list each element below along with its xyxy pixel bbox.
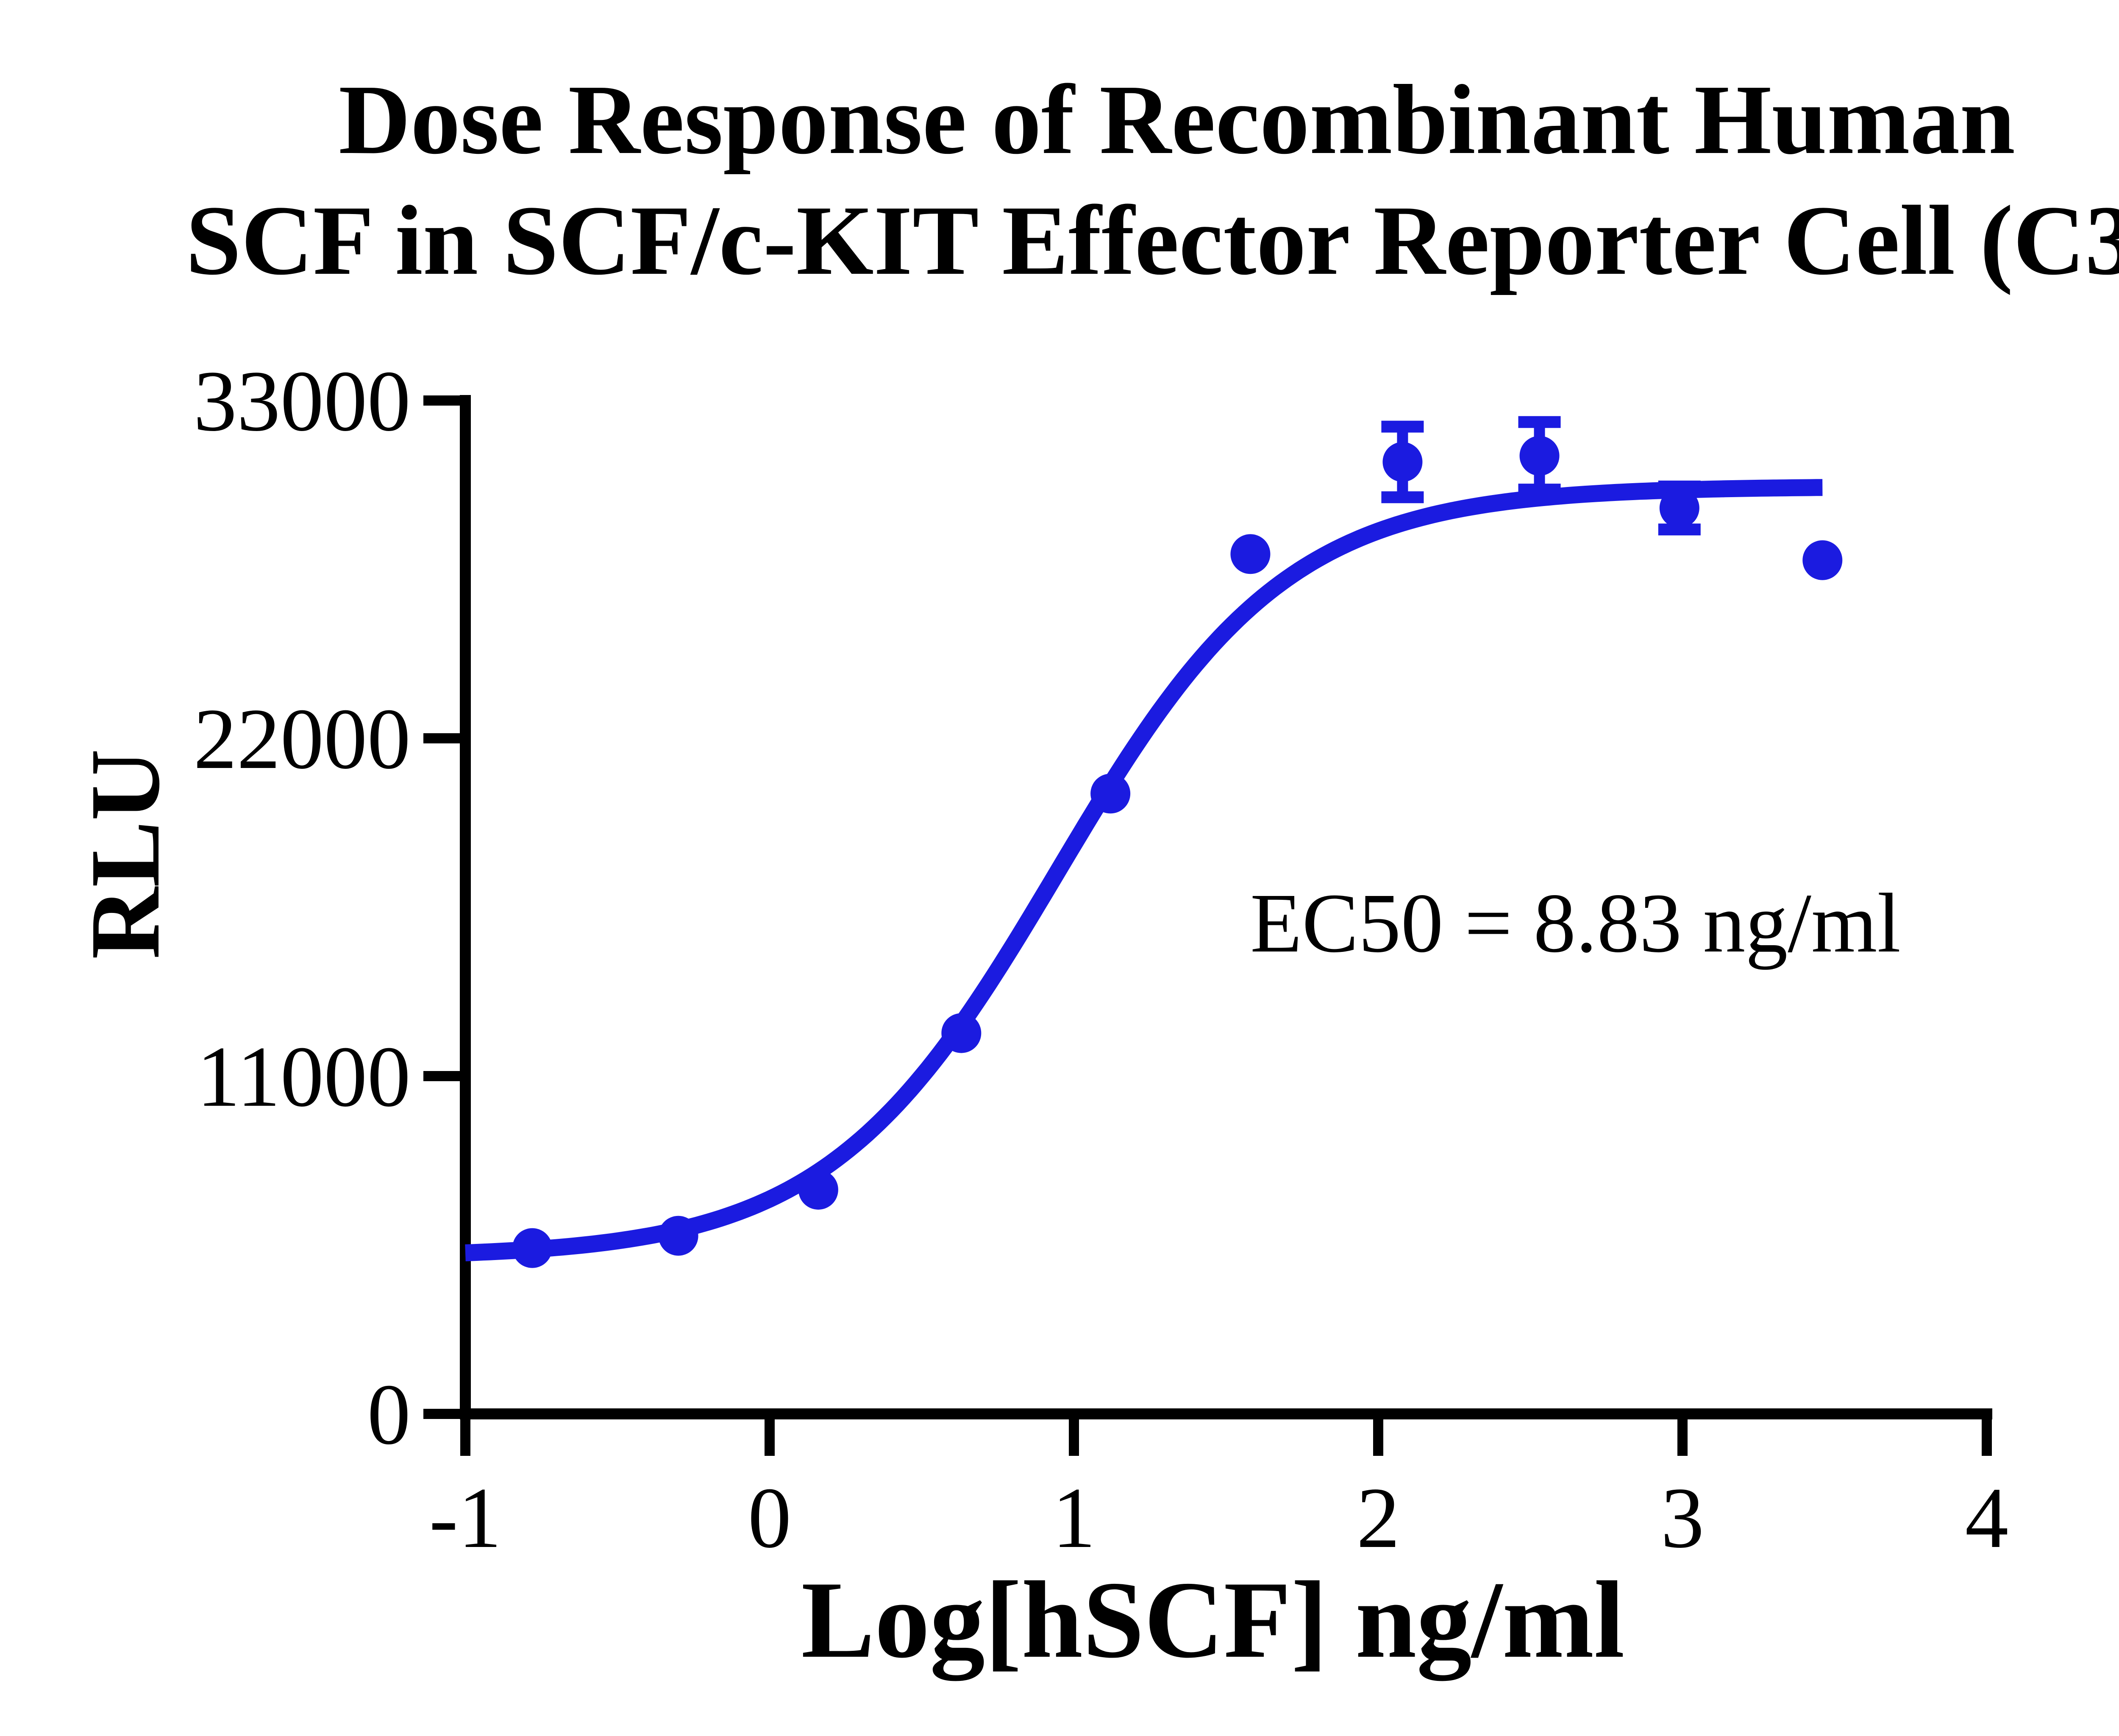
x-tick-label: 3: [1661, 1470, 1705, 1566]
y-axis-label: RLU: [70, 748, 180, 960]
x-tick-label: 2: [1357, 1470, 1400, 1566]
y-tick-label: 33000: [194, 353, 411, 449]
data-point: [512, 1228, 552, 1268]
y-tick-label: 11000: [197, 1029, 411, 1125]
y-tick-label: 0: [367, 1366, 411, 1463]
data-point: [941, 1013, 982, 1053]
data-point: [798, 1170, 838, 1210]
x-tick-label: 1: [1052, 1470, 1096, 1566]
y-tick-label: 22000: [194, 691, 411, 787]
x-axis-label: Log[hSCF] ng/ml: [801, 1559, 1625, 1681]
data-point: [1519, 436, 1560, 476]
data-point: [1090, 773, 1131, 814]
dose-response-curve: [465, 479, 1823, 1261]
chart-title-line1: Dose Response of Recombinant Human: [339, 64, 2015, 175]
x-tick-label: 0: [748, 1470, 792, 1566]
data-point: [1659, 488, 1699, 528]
ec50-annotation: EC50 = 8.83 ng/ml: [1250, 876, 1901, 970]
x-tick-label: 4: [1965, 1470, 2009, 1566]
x-tick-label: -1: [429, 1470, 502, 1566]
data-point: [1230, 534, 1271, 574]
chart-title-line2: SCF in SCF/c-KIT Effector Reporter Cell …: [186, 185, 2119, 295]
chart-title: Dose Response of Recombinant Human SCF i…: [85, 59, 2119, 301]
data-point: [1382, 442, 1423, 482]
data-point: [1802, 540, 1843, 580]
data-point: [658, 1216, 698, 1256]
